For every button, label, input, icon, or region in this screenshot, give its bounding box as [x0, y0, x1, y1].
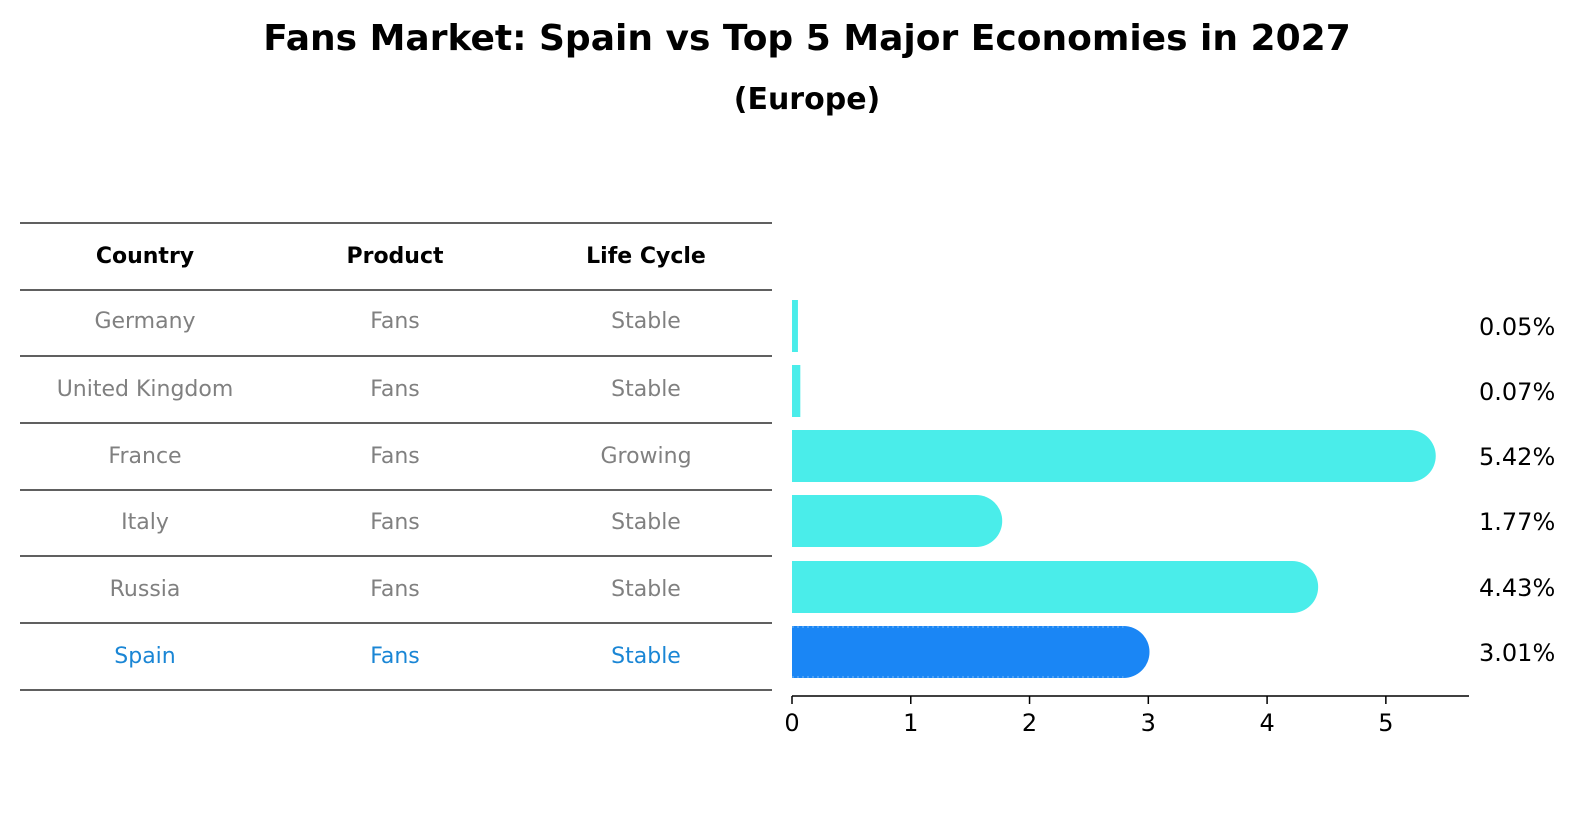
- x-tick-label: 1: [903, 709, 918, 737]
- table-cell-life-cycle: Stable: [611, 644, 681, 669]
- bar-shape: [792, 430, 1436, 482]
- table-cell-country: Russia: [110, 577, 181, 602]
- table-cell-life-cycle: Stable: [611, 510, 681, 535]
- bar-plot: [792, 300, 1436, 678]
- bar-shape: [792, 626, 1150, 678]
- bar-shape: [792, 561, 1319, 613]
- x-tick-label: 4: [1259, 709, 1274, 737]
- table-cell-product: Fans: [370, 510, 420, 535]
- data-label: 4.43%: [1479, 574, 1555, 602]
- x-tick-label: 3: [1141, 709, 1156, 737]
- data-label: 0.05%: [1479, 313, 1555, 341]
- data-label: 1.77%: [1479, 508, 1555, 536]
- table-cell-product: Fans: [370, 577, 420, 602]
- x-tick-label: 2: [1022, 709, 1037, 737]
- table-cell-country: Italy: [121, 510, 169, 535]
- table-cell-product: Fans: [370, 644, 420, 669]
- chart-subtitle: (Europe): [734, 82, 881, 117]
- data-label: 3.01%: [1479, 639, 1555, 667]
- table-cell-product: Fans: [370, 444, 420, 469]
- table-cell-life-cycle: Growing: [600, 444, 691, 469]
- table-cell-country: France: [108, 444, 181, 469]
- table-header: Life Cycle: [586, 244, 706, 269]
- table-cell-country: Spain: [114, 644, 175, 669]
- x-tick-label: 5: [1378, 709, 1393, 737]
- table-cell-country: United Kingdom: [57, 377, 234, 402]
- bar-shape: [792, 365, 801, 417]
- table-cell-product: Fans: [370, 309, 420, 334]
- chart-title: Fans Market: Spain vs Top 5 Major Econom…: [263, 18, 1351, 59]
- table-cell-life-cycle: Stable: [611, 377, 681, 402]
- data-label: 0.07%: [1479, 378, 1555, 406]
- bar-shape: [792, 300, 798, 352]
- bar: [792, 300, 798, 352]
- table-cell-life-cycle: Stable: [611, 577, 681, 602]
- bar: [792, 626, 1150, 678]
- table-header: Product: [346, 244, 444, 269]
- x-tick-label: 0: [784, 709, 799, 737]
- bar: [792, 365, 801, 417]
- bar: [792, 430, 1436, 482]
- data-table: Country Product Life Cycle Germany Fans Stabl…: [20, 222, 772, 691]
- table-cell-country: Germany: [94, 309, 195, 334]
- table-cell-life-cycle: Stable: [611, 309, 681, 334]
- bar: [792, 561, 1319, 613]
- x-axis: 0 1 2 3 4 5: [784, 695, 1469, 737]
- value-labels: 0.05% 0.07% 5.42% 1.77% 4.43% 3.01%: [1479, 313, 1555, 667]
- table-cell-product: Fans: [370, 377, 420, 402]
- table-header: Country: [96, 244, 194, 269]
- bar-shape: [792, 495, 1003, 547]
- data-label: 5.42%: [1479, 443, 1555, 471]
- bar: [792, 495, 1003, 547]
